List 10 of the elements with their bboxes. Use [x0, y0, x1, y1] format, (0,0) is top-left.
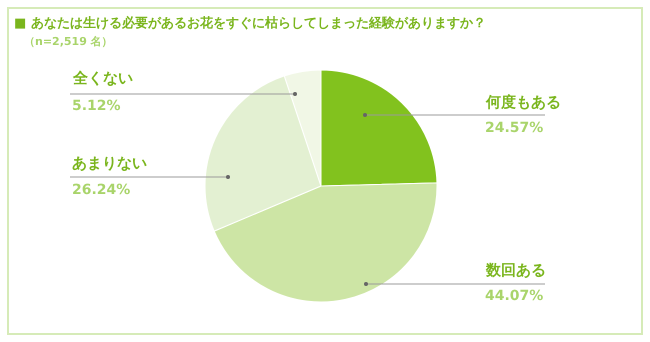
data-label: 26.24%	[72, 182, 130, 198]
slice-label: 数回ある	[485, 261, 546, 279]
slice-label: 全くない	[72, 69, 133, 87]
chart-subtitle: （n=2,519 名）	[24, 35, 113, 48]
data-label: 5.12%	[72, 98, 121, 114]
chart-title: ■ あなたは生ける必要があるお花をすぐに枯らしてしまった経験がありますか？	[14, 15, 486, 31]
slice-label: あまりない	[72, 154, 147, 172]
slice-label: 何度もある	[485, 93, 561, 111]
data-label: 44.07%	[485, 288, 544, 304]
data-label: 24.57%	[485, 120, 544, 136]
